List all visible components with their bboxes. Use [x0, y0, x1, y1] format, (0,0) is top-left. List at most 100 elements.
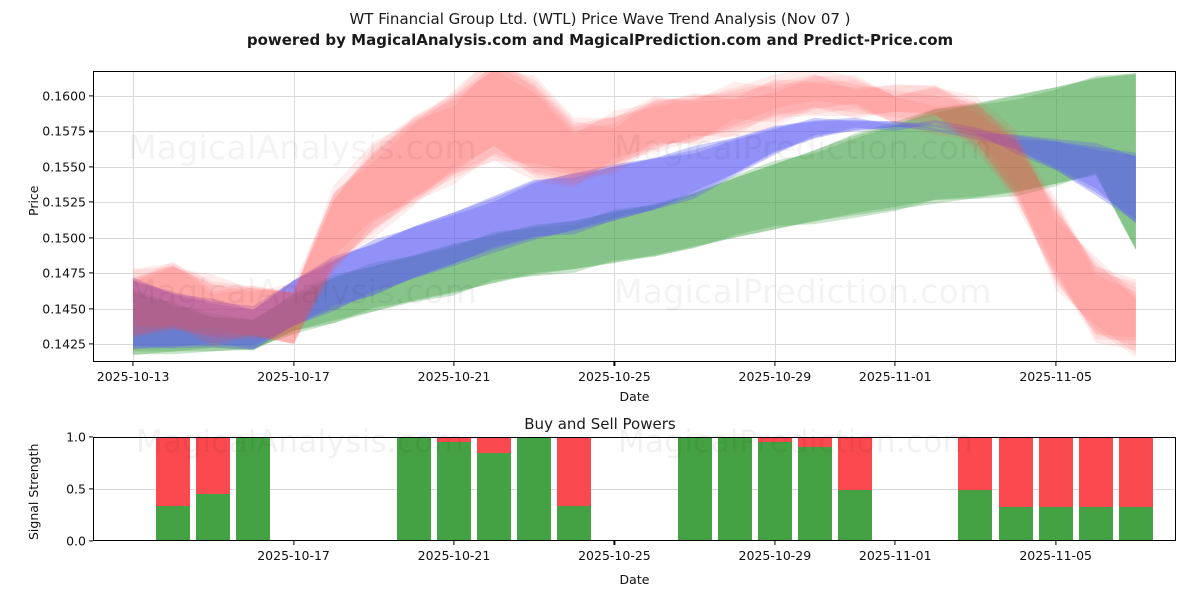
red-wave-band — [133, 71, 1136, 346]
buy-sell-chart-ytick-label: 0.0 — [66, 533, 86, 549]
sell-power-segment — [958, 437, 993, 491]
buy-sell-chart-gridline — [93, 489, 1176, 490]
buy-power-segment — [477, 452, 512, 541]
price-chart-xtick-label: 2025-11-05 — [1019, 369, 1092, 384]
buy-sell-chart-xtick-mark — [894, 541, 896, 545]
buy-power-segment — [396, 437, 431, 541]
price-chart-ytick-label: 0.1425 — [42, 336, 86, 352]
price-chart-xtick-label: 2025-10-17 — [257, 369, 330, 384]
buy-power-segment — [1078, 506, 1113, 541]
price-chart-plot-area — [93, 71, 1176, 362]
buy-sell-bar[interactable] — [517, 437, 552, 541]
sell-power-segment — [838, 437, 873, 491]
buy-sell-bar[interactable] — [757, 437, 792, 541]
buy-sell-chart-xtick-label: 2025-10-25 — [578, 548, 651, 563]
buy-power-segment — [677, 437, 712, 541]
buy-sell-chart-ytick-mark — [89, 436, 93, 438]
price-chart-gridline — [93, 131, 1176, 133]
price-chart-ytick-label: 0.1500 — [42, 230, 86, 246]
sell-power-segment — [1118, 437, 1153, 507]
red-wave-band — [133, 71, 1136, 345]
price-chart-gridline — [93, 273, 1176, 275]
price-chart-ytick-mark — [89, 201, 93, 203]
buy-sell-bar[interactable] — [557, 437, 592, 541]
buy-sell-bar[interactable] — [1038, 437, 1073, 541]
sell-power-segment — [998, 437, 1033, 507]
price-chart-ytick-mark — [89, 95, 93, 97]
buy-sell-chart-xtick-label: 2025-10-17 — [257, 548, 330, 563]
sell-power-segment — [196, 437, 231, 495]
buy-sell-bar[interactable] — [156, 437, 191, 541]
buy-sell-chart-xtick-label: 2025-10-21 — [417, 548, 491, 563]
buy-sell-chart-axes: 0.0 0.5 1.0 2025-10-17 2025-10-21 2025-10-25 2… — [66, 430, 1176, 563]
buy-sell-bar[interactable] — [196, 437, 231, 541]
buy-sell-bar[interactable] — [998, 437, 1033, 541]
buy-sell-bar[interactable] — [798, 437, 832, 541]
price-chart-gridline — [93, 166, 1176, 168]
price-chart-xtick-label: 2025-11-01 — [858, 369, 932, 384]
buy-sell-chart-xtick-mark — [453, 541, 455, 545]
buy-sell-chart-ytick-mark — [89, 488, 93, 490]
buy-sell-bar[interactable] — [717, 437, 752, 541]
price-chart-ytick-mark — [89, 343, 93, 345]
buy-power-segment — [437, 442, 471, 541]
figure-subtitle: powered by MagicalAnalysis.com and Magic… — [246, 31, 954, 49]
buy-power-segment — [798, 447, 832, 541]
price-chart-gridline — [93, 202, 1176, 204]
buy-sell-chart-xtick-mark — [774, 541, 776, 545]
price-chart-gridline-vertical — [293, 71, 295, 362]
buy-sell-bar[interactable] — [396, 437, 431, 541]
buy-sell-bar[interactable] — [236, 437, 271, 541]
buy-sell-bar[interactable] — [677, 437, 712, 541]
buy-sell-bar[interactable] — [477, 437, 512, 541]
buy-sell-chart-xtick-label: 2025-11-05 — [1019, 548, 1092, 563]
buy-sell-chart-xtick-mark — [1055, 541, 1057, 545]
buy-sell-chart-title: Buy and Sell Powers — [524, 415, 676, 433]
price-chart-xtick-mark — [613, 362, 616, 366]
buy-power-segment — [156, 505, 191, 541]
price-chart-xtick-label: 2025-10-29 — [738, 369, 812, 384]
buy-power-segment — [1118, 506, 1153, 541]
buy-power-segment — [196, 494, 231, 541]
price-chart-ytick-mark — [89, 308, 93, 310]
buy-sell-chart-ytick-label: 1.0 — [66, 429, 86, 445]
price-chart-xtick-mark — [894, 362, 896, 366]
buy-power-segment — [236, 437, 271, 541]
green-wave-band — [133, 73, 1136, 352]
price-chart-ytick-mark — [89, 237, 93, 239]
price-chart-ytick-label: 0.1575 — [42, 123, 86, 139]
buy-sell-chart-xtick-mark — [292, 541, 295, 545]
price-chart-gridline-vertical — [614, 71, 616, 362]
buy-sell-chart-ylabel: Signal Strength — [26, 443, 41, 540]
price-chart-gridline-vertical — [454, 71, 455, 362]
price-chart-ytick-label: 0.1475 — [42, 265, 86, 281]
sell-power-segment — [477, 437, 512, 453]
figure-title: WT Financial Group Ltd. (WTL) Price Wave… — [349, 10, 851, 28]
price-chart-gridline-vertical — [1055, 71, 1057, 362]
price-chart-xtick-label: 2025-10-21 — [417, 369, 491, 384]
price-chart-gridline-vertical — [895, 71, 897, 362]
buy-sell-bar[interactable] — [437, 437, 471, 541]
sell-power-segment — [156, 437, 191, 506]
green-wave-band — [133, 74, 1136, 356]
price-chart-ytick-mark — [89, 130, 93, 132]
blue-wave-band — [133, 120, 1136, 349]
sell-power-segment — [1038, 437, 1073, 507]
buy-sell-chart-ytick-label: 0.5 — [66, 481, 86, 497]
blue-wave-band — [133, 117, 1136, 350]
buy-power-segment — [958, 490, 993, 541]
buy-sell-bar[interactable] — [1078, 437, 1113, 541]
buy-sell-bar[interactable] — [958, 437, 993, 541]
price-chart-xtick-label: 2025-10-13 — [96, 369, 170, 384]
buy-sell-bar[interactable] — [838, 437, 873, 541]
price-chart-gridline-vertical — [133, 71, 135, 362]
price-chart-xtick-mark — [132, 362, 134, 366]
buy-sell-chart-xtick-mark — [613, 541, 616, 545]
buy-sell-bar[interactable] — [1118, 437, 1153, 541]
price-chart-xlabel: Date — [619, 389, 650, 404]
red-wave-band — [133, 71, 1136, 357]
price-chart-ytick-label: 0.1600 — [42, 88, 86, 104]
red-wave-band — [133, 71, 1136, 345]
buy-sell-chart-plot-area — [93, 437, 1176, 541]
price-chart-ytick-mark — [89, 166, 93, 168]
